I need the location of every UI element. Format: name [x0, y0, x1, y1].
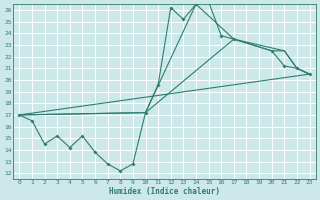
X-axis label: Humidex (Indice chaleur): Humidex (Indice chaleur)	[109, 187, 220, 196]
